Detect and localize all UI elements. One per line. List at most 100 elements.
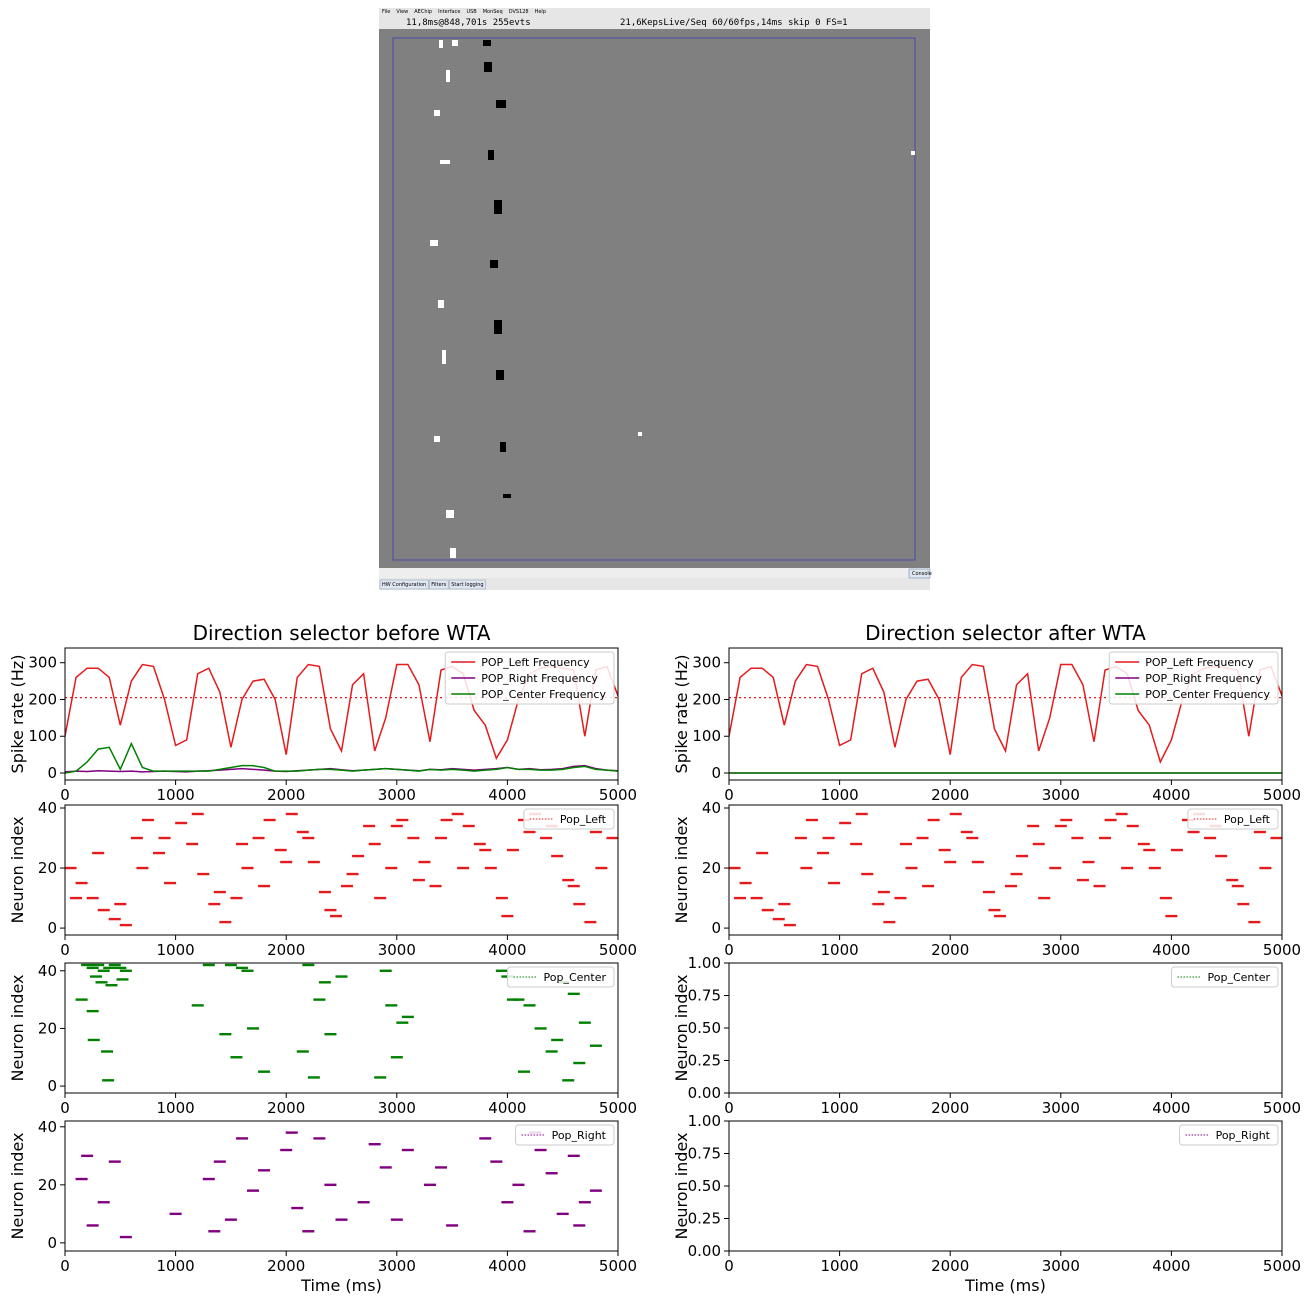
spike [330,915,342,917]
spike [98,970,110,972]
event [440,160,450,164]
spike [236,843,248,845]
menu-item[interactable]: USB [466,9,477,15]
spike [474,843,486,845]
spike [87,1224,99,1226]
x-tick-label: 0 [60,1099,70,1117]
spike [756,852,768,854]
spike [562,1079,574,1081]
spike [369,843,381,845]
x-axis-label: Time (ms) [300,1276,382,1295]
y-axis-label: Neuron index [672,975,691,1082]
event [490,260,498,268]
spike [828,882,840,884]
spike [496,970,508,972]
x-tick-label: 0 [724,1099,734,1117]
legend: Pop_Left [524,809,614,829]
x-tick-label: 2000 [931,1257,969,1275]
spike [856,813,868,815]
spike [878,891,890,893]
legend-label: POP_Right Frequency [481,672,598,685]
y-tick-label: 40 [702,799,721,817]
legend: Pop_Center [508,967,614,987]
spike [1099,837,1111,839]
menu-item[interactable]: AEChip [414,9,432,15]
x-tick-label: 3000 [1042,1099,1080,1117]
menu-item[interactable]: Help [535,9,546,15]
spike [795,837,807,839]
spike [988,909,1000,911]
y-tick-label: 0.50 [688,1177,721,1195]
subplot-title: Direction selector after WTA [865,621,1146,645]
spike [313,998,325,1000]
legend-label: Pop_Right [552,1129,607,1142]
y-tick-label: 100 [692,727,721,745]
spike [76,1178,88,1180]
spike [535,1027,547,1029]
menu-item[interactable]: Interface [438,9,460,15]
spike [551,1039,563,1041]
plot-area [76,1131,602,1238]
spike [102,1079,114,1081]
spike [385,867,397,869]
spike [302,1230,314,1232]
spike [81,1155,93,1157]
spike [280,1149,292,1151]
spike [1165,915,1177,917]
spike [236,1137,248,1139]
x-tick-label: 1000 [821,1257,859,1275]
spike [418,861,430,863]
spike [258,1169,270,1171]
x-tick-label: 1000 [821,786,859,804]
event [430,240,438,246]
y-tick-label: 40 [38,799,57,817]
tab-bar: HW ConfigurationFiltersStart logging [380,580,486,589]
menu-item[interactable]: File [382,9,390,15]
spike [280,861,292,863]
subplot: 01000200030004000500002040Neuron indexTi… [8,1118,637,1295]
x-tick-label: 0 [60,786,70,804]
menu-item[interactable]: MonSeq [483,9,503,15]
spike [1248,921,1260,923]
spike [192,813,204,815]
spike [153,852,165,854]
x-tick-label: 0 [60,941,70,959]
menu-item[interactable]: DVS128 [509,9,529,15]
event [488,150,494,160]
spike [883,921,895,923]
spike [501,1201,513,1203]
spike [275,849,287,851]
spike [1138,843,1150,845]
event [494,320,502,334]
y-tick-label: 20 [702,859,721,877]
y-tick-label: 0 [47,1077,57,1095]
spike [546,1050,558,1052]
x-tick-label: 5000 [599,1099,637,1117]
x-tick-label: 0 [724,1257,734,1275]
spike [324,1033,336,1035]
spike [778,903,790,905]
menu-item[interactable]: View [396,9,408,15]
spike [507,849,519,851]
event [484,62,492,72]
y-tick-label: 1.00 [688,1112,721,1130]
x-tick-label: 5000 [1263,1099,1301,1117]
spike [479,849,491,851]
legend: Pop_Left [1188,809,1278,829]
spike [95,981,107,983]
spike [894,897,906,899]
spike [225,1218,237,1220]
spike [101,1050,113,1052]
spike [380,1166,392,1168]
plots: 0100020003000400050000100200300Direction… [8,621,1301,1295]
y-tick-label: 300 [692,654,721,672]
spike [1011,873,1023,875]
spike [524,1004,536,1006]
spike [1204,837,1216,839]
spike [1033,843,1045,845]
spike [164,882,176,884]
spike [1215,855,1227,857]
legend-label: POP_Center Frequency [481,688,606,701]
spike [983,891,995,893]
